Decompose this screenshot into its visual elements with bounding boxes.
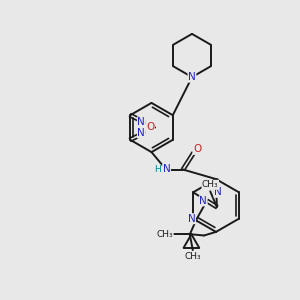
Text: N: N [214,187,222,197]
Text: N: N [137,128,145,138]
Text: CH₃: CH₃ [184,252,201,261]
Text: O: O [146,122,154,133]
Text: N: N [200,196,207,206]
Text: H: H [154,165,161,174]
Text: O: O [193,144,201,154]
Text: N: N [137,117,145,127]
Text: CH₃: CH₃ [202,180,219,189]
Text: N: N [188,214,196,224]
Text: CH₃: CH₃ [157,230,173,239]
Text: N: N [163,164,170,175]
Text: N: N [188,72,196,82]
